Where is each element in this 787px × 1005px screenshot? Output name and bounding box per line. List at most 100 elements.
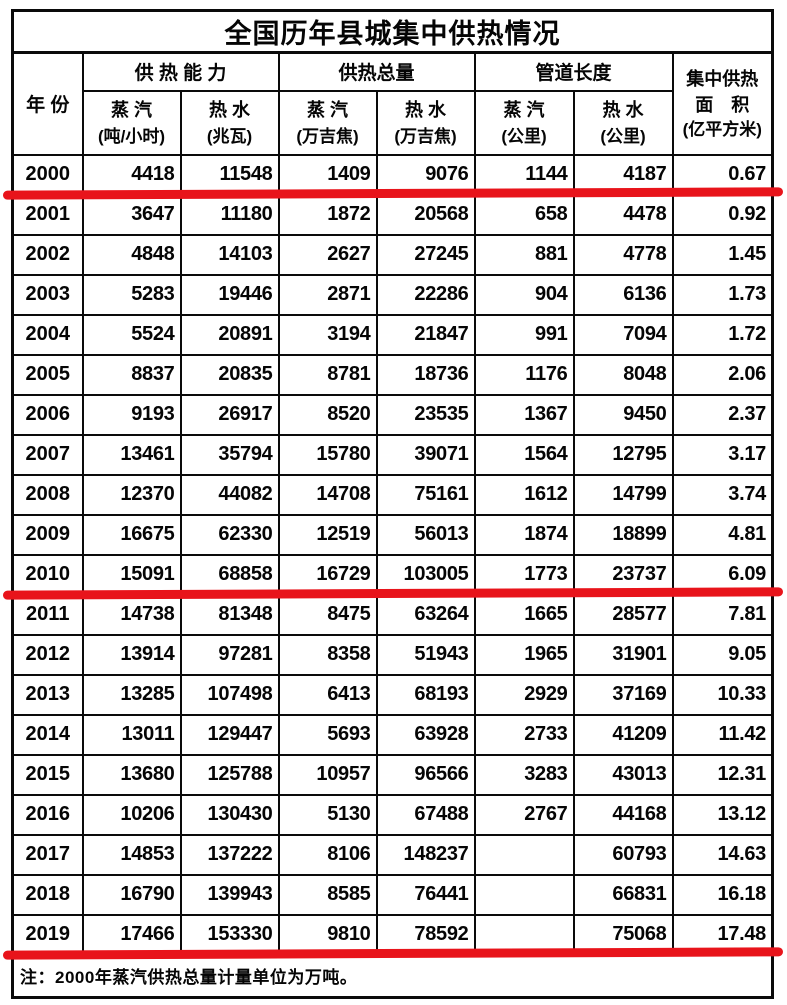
value-cell: 23535 bbox=[375, 393, 476, 436]
value-cell: 13.12 bbox=[671, 793, 774, 836]
area-header-line1: 集中供热 bbox=[686, 68, 759, 89]
sub-header-unit: (公里) bbox=[600, 126, 646, 146]
table-row: 2006 9193 26917 8520 23535 1367 9450 2.37 bbox=[11, 393, 774, 436]
sub-header-total-water: 热 水 (万吉焦) bbox=[375, 89, 476, 156]
value-cell: 7.81 bbox=[671, 593, 774, 636]
value-cell: 14738 bbox=[81, 593, 182, 636]
sub-header-capacity-water: 热 水 (兆瓦) bbox=[179, 89, 280, 156]
value-cell: 12370 bbox=[81, 473, 182, 516]
value-cell: 153330 bbox=[179, 913, 280, 956]
value-cell: 35794 bbox=[179, 433, 280, 476]
value-cell: 81348 bbox=[179, 593, 280, 636]
table-row: 2011 14738 81348 8475 63264 1665 28577 7.81 bbox=[11, 593, 774, 636]
value-cell: 9193 bbox=[81, 393, 182, 436]
value-cell: 11.42 bbox=[671, 713, 774, 756]
value-cell: 881 bbox=[473, 233, 575, 276]
value-cell: 129447 bbox=[179, 713, 280, 756]
sub-header-unit: (公里) bbox=[501, 126, 547, 146]
value-cell: 76441 bbox=[375, 873, 476, 916]
note-row: 注：2000年蒸汽供热总量计量单位为万吨。 bbox=[11, 953, 774, 999]
sub-header-label: 蒸 汽 bbox=[306, 99, 348, 120]
table-header: 全国历年县城集中供热情况 年 份 供 热 能 力 供热总量 管道长度 集中供热 … bbox=[11, 9, 774, 156]
group-header-capacity: 供 热 能 力 bbox=[81, 51, 280, 92]
value-cell: 2733 bbox=[473, 713, 575, 756]
value-cell: 12795 bbox=[572, 433, 674, 476]
value-cell: 1.72 bbox=[671, 313, 774, 356]
value-cell: 18899 bbox=[572, 513, 674, 556]
year-cell: 2003 bbox=[11, 273, 84, 316]
value-cell: 12.31 bbox=[671, 753, 774, 796]
table-row: 2005 8837 20835 8781 18736 1176 8048 2.06 bbox=[11, 353, 774, 396]
group-header-pipeline-length: 管道长度 bbox=[473, 51, 674, 92]
value-cell: 8520 bbox=[277, 393, 378, 436]
value-cell: 14708 bbox=[277, 473, 378, 516]
sub-header-label: 蒸 汽 bbox=[110, 99, 152, 120]
area-header-unit: (亿平方米) bbox=[682, 119, 762, 139]
table-note: 注：2000年蒸汽供热总量计量单位为万吨。 bbox=[11, 953, 774, 999]
value-cell: 1.73 bbox=[671, 273, 774, 316]
value-cell: 56013 bbox=[375, 513, 476, 556]
value-cell: 1665 bbox=[473, 593, 575, 636]
value-cell: 22286 bbox=[375, 273, 476, 316]
year-cell: 2018 bbox=[11, 873, 84, 916]
value-cell: 8048 bbox=[572, 353, 674, 396]
value-cell: 97281 bbox=[179, 633, 280, 676]
value-cell: 68193 bbox=[375, 673, 476, 716]
value-cell: 37169 bbox=[572, 673, 674, 716]
sub-header-pipeline-steam: 蒸 汽 (公里) bbox=[473, 89, 575, 156]
value-cell: 2871 bbox=[277, 273, 378, 316]
value-cell: 8358 bbox=[277, 633, 378, 676]
value-cell: 6136 bbox=[572, 273, 674, 316]
value-cell: 15780 bbox=[277, 433, 378, 476]
year-cell: 2019 bbox=[11, 913, 84, 956]
year-cell: 2017 bbox=[11, 833, 84, 876]
value-cell: 20835 bbox=[179, 353, 280, 396]
value-cell: 13461 bbox=[81, 433, 182, 476]
area-header-line2: 面 积 bbox=[695, 94, 750, 115]
sub-header-unit: (吨/小时) bbox=[97, 126, 166, 146]
value-cell: 3647 bbox=[81, 193, 182, 236]
table-row: 2002 4848 14103 2627 27245 881 4778 1.45 bbox=[11, 233, 774, 276]
value-cell: 125788 bbox=[179, 753, 280, 796]
value-cell: 14.63 bbox=[671, 833, 774, 876]
value-cell: 11180 bbox=[179, 193, 280, 236]
value-cell: 21847 bbox=[375, 313, 476, 356]
value-cell: 139943 bbox=[179, 873, 280, 916]
table-row: 2000 4418 11548 1409 9076 1144 4187 0.67 bbox=[11, 153, 774, 196]
value-cell: 96566 bbox=[375, 753, 476, 796]
table-row: 2003 5283 19446 2871 22286 904 6136 1.73 bbox=[11, 273, 774, 316]
table-row: 2008 12370 44082 14708 75161 1612 14799 3.74 bbox=[11, 473, 774, 516]
sub-header-label: 热 水 bbox=[208, 99, 250, 120]
value-cell: 18736 bbox=[375, 353, 476, 396]
value-cell: 1564 bbox=[473, 433, 575, 476]
value-cell: 2767 bbox=[473, 793, 575, 836]
group-header-row: 年 份 供 热 能 力 供热总量 管道长度 集中供热 面 积 (亿平方米) bbox=[11, 51, 774, 156]
value-cell: 20891 bbox=[179, 313, 280, 356]
value-cell: 4848 bbox=[81, 233, 182, 276]
value-cell: 31901 bbox=[572, 633, 674, 676]
value-cell: 13680 bbox=[81, 753, 182, 796]
year-cell: 2016 bbox=[11, 793, 84, 836]
value-cell: 148237 bbox=[375, 833, 476, 876]
value-cell: 7094 bbox=[572, 313, 674, 356]
value-cell: 2.37 bbox=[671, 393, 774, 436]
year-cell: 2012 bbox=[11, 633, 84, 676]
value-cell bbox=[473, 833, 575, 876]
year-cell: 2006 bbox=[11, 393, 84, 436]
value-cell: 68858 bbox=[179, 553, 280, 596]
value-cell: 2.06 bbox=[671, 353, 774, 396]
sub-header-unit: (万吉焦) bbox=[296, 126, 359, 146]
value-cell: 8585 bbox=[277, 873, 378, 916]
value-cell: 63928 bbox=[375, 713, 476, 756]
value-cell: 13285 bbox=[81, 673, 182, 716]
year-cell: 2002 bbox=[11, 233, 84, 276]
year-cell: 2010 bbox=[11, 553, 84, 596]
table-row: 2001 3647 11180 1872 20568 658 4478 0.92 bbox=[11, 193, 774, 236]
value-cell: 39071 bbox=[375, 433, 476, 476]
year-cell: 2000 bbox=[11, 153, 84, 196]
value-cell: 16675 bbox=[81, 513, 182, 556]
value-cell: 2929 bbox=[473, 673, 575, 716]
value-cell: 1612 bbox=[473, 473, 575, 516]
value-cell: 60793 bbox=[572, 833, 674, 876]
value-cell: 16.18 bbox=[671, 873, 774, 916]
